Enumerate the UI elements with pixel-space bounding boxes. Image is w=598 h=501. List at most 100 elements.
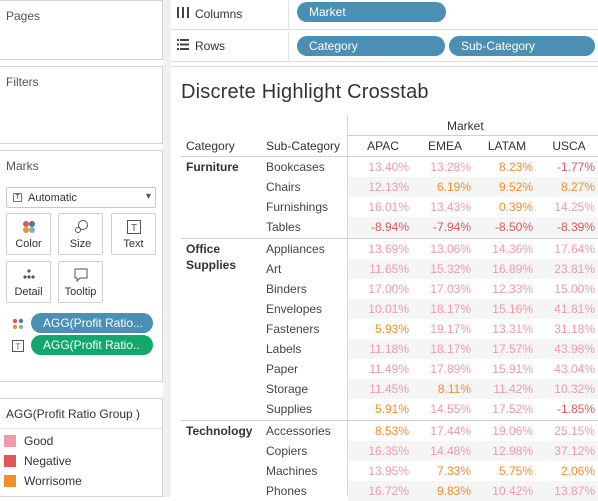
profit-ratio-cell[interactable]: 7.33% bbox=[436, 464, 471, 478]
profit-ratio-cell[interactable]: 11.18% bbox=[369, 342, 409, 356]
profit-ratio-cell[interactable]: -1.85% bbox=[556, 402, 595, 416]
profit-ratio-cell[interactable]: 17.64% bbox=[554, 242, 595, 256]
rows-shelf[interactable]: Rows Category Sub-Category bbox=[171, 32, 598, 62]
profit-ratio-cell[interactable]: 2.06% bbox=[560, 464, 595, 478]
profit-ratio-cell[interactable]: 16.72% bbox=[368, 484, 409, 498]
color-button[interactable]: Color bbox=[6, 213, 51, 255]
profit-ratio-cell[interactable]: 8.53% bbox=[374, 424, 409, 438]
sub-category-label[interactable]: Art bbox=[266, 262, 282, 276]
profit-ratio-cell[interactable]: 14.25% bbox=[554, 200, 595, 214]
profit-ratio-cell[interactable]: 8.27% bbox=[560, 180, 595, 194]
mark-type-dropdown[interactable]: T Automatic ▾ bbox=[6, 187, 156, 208]
profit-ratio-cell[interactable]: 11.42% bbox=[493, 382, 533, 396]
profit-ratio-cell[interactable]: 10.42% bbox=[492, 484, 533, 498]
profit-ratio-cell[interactable]: 15.32% bbox=[430, 262, 471, 276]
profit-ratio-cell[interactable]: 8.23% bbox=[498, 160, 533, 174]
profit-ratio-cell[interactable]: -8.39% bbox=[556, 220, 595, 234]
profit-ratio-cell[interactable]: 5.93% bbox=[374, 322, 409, 336]
sub-category-label[interactable]: Furnishings bbox=[266, 200, 329, 214]
market-header[interactable]: Market bbox=[447, 119, 484, 133]
profit-ratio-cell[interactable]: 16.35% bbox=[368, 444, 409, 458]
profit-ratio-cell[interactable]: 41.81% bbox=[554, 302, 595, 316]
sub-category-label[interactable]: Supplies bbox=[266, 402, 313, 416]
sub-category-label[interactable]: Phones bbox=[266, 484, 307, 498]
sub-category-label[interactable]: Binders bbox=[266, 282, 307, 296]
legend-item-worrisome[interactable]: Worrisome bbox=[0, 471, 162, 491]
profit-ratio-cell[interactable]: 13.69% bbox=[368, 242, 409, 256]
profit-ratio-cell[interactable]: 31.18% bbox=[554, 322, 595, 336]
sub-category-label[interactable]: Labels bbox=[266, 342, 302, 356]
profit-ratio-cell[interactable]: 37.12% bbox=[554, 444, 595, 458]
profit-ratio-cell[interactable]: 15.91% bbox=[492, 362, 533, 376]
sub-category-label[interactable]: Envelopes bbox=[266, 302, 323, 316]
profit-ratio-cell[interactable]: 13.87% bbox=[554, 484, 595, 498]
profit-ratio-cell[interactable]: 17.89% bbox=[430, 362, 471, 376]
profit-ratio-cell[interactable]: 14.36% bbox=[492, 242, 533, 256]
text-button[interactable]: T Text bbox=[111, 213, 156, 255]
text-field-pill[interactable]: AGG(Profit Ratio.. bbox=[31, 335, 153, 355]
profit-ratio-cell[interactable]: 13.31% bbox=[492, 322, 533, 336]
profit-ratio-cell[interactable]: 15.16% bbox=[492, 302, 533, 316]
sub-category-label[interactable]: Accessories bbox=[266, 424, 331, 438]
profit-ratio-cell[interactable]: -8.94% bbox=[370, 220, 409, 234]
filters-card[interactable]: Filters bbox=[0, 66, 163, 144]
profit-ratio-cell[interactable]: 13.28% bbox=[430, 160, 471, 174]
color-field-pill[interactable]: AGG(Profit Ratio... bbox=[31, 313, 153, 333]
profit-ratio-cell[interactable]: 17.57% bbox=[492, 342, 533, 356]
profit-ratio-cell[interactable]: 5.91% bbox=[374, 402, 409, 416]
profit-ratio-cell[interactable]: -1.77% bbox=[556, 160, 595, 174]
category-header[interactable]: Category bbox=[186, 139, 235, 153]
profit-ratio-cell[interactable]: 11.45% bbox=[369, 382, 409, 396]
profit-ratio-cell[interactable]: 0.39% bbox=[498, 200, 533, 214]
profit-ratio-cell[interactable]: 19.06% bbox=[492, 424, 533, 438]
market-header-latam[interactable]: LATAM bbox=[487, 139, 527, 153]
profit-ratio-cell[interactable]: 13.95% bbox=[368, 464, 409, 478]
market-header-emea[interactable]: EMEA bbox=[427, 139, 462, 153]
profit-ratio-cell[interactable]: 16.01% bbox=[368, 200, 409, 214]
category-label[interactable]: Technology bbox=[186, 424, 253, 438]
profit-ratio-cell[interactable]: 43.98% bbox=[554, 342, 595, 356]
profit-ratio-cell[interactable]: 12.33% bbox=[492, 282, 533, 296]
market-header-usca[interactable]: USCA bbox=[552, 139, 586, 153]
legend-item-negative[interactable]: Negative bbox=[0, 451, 162, 471]
profit-ratio-cell[interactable]: 17.44% bbox=[430, 424, 471, 438]
sub-category-label[interactable]: Machines bbox=[266, 464, 318, 478]
category-pill[interactable]: Category bbox=[297, 36, 445, 56]
profit-ratio-cell[interactable]: 16.89% bbox=[492, 262, 533, 276]
profit-ratio-cell[interactable]: 18.17% bbox=[430, 342, 471, 356]
profit-ratio-cell[interactable]: 8.11% bbox=[437, 382, 471, 396]
pages-card[interactable]: Pages bbox=[0, 0, 163, 60]
sub-category-label[interactable]: Chairs bbox=[266, 180, 301, 194]
profit-ratio-cell[interactable]: 12.13% bbox=[368, 180, 409, 194]
profit-ratio-cell[interactable]: -7.94% bbox=[432, 220, 471, 234]
profit-ratio-cell[interactable]: 14.48% bbox=[430, 444, 471, 458]
profit-ratio-cell[interactable]: 25.15% bbox=[554, 424, 595, 438]
sub-category-label[interactable]: Appliances bbox=[266, 242, 325, 256]
sub-category-pill[interactable]: Sub-Category bbox=[449, 36, 595, 56]
market-pill[interactable]: Market bbox=[297, 2, 446, 22]
profit-ratio-cell[interactable]: 13.06% bbox=[430, 242, 471, 256]
profit-ratio-cell[interactable]: 17.52% bbox=[492, 402, 533, 416]
profit-ratio-cell[interactable]: 19.17% bbox=[430, 322, 471, 336]
tooltip-button[interactable]: Tooltip bbox=[58, 261, 103, 303]
legend-item-good[interactable]: Good bbox=[0, 431, 162, 451]
category-label[interactable]: Office Supplies bbox=[186, 242, 237, 272]
profit-ratio-cell[interactable]: 9.83% bbox=[436, 484, 471, 498]
sub-category-header[interactable]: Sub-Category bbox=[266, 139, 341, 153]
profit-ratio-cell[interactable]: 18.17% bbox=[430, 302, 471, 316]
profit-ratio-cell[interactable]: 17.00% bbox=[368, 282, 409, 296]
detail-button[interactable]: Detail bbox=[6, 261, 51, 303]
sub-category-label[interactable]: Storage bbox=[266, 382, 309, 396]
profit-ratio-cell[interactable]: 10.32% bbox=[554, 382, 595, 396]
columns-shelf[interactable]: Columns Market bbox=[171, 0, 598, 30]
profit-ratio-cell[interactable]: -8.50% bbox=[494, 220, 533, 234]
profit-ratio-cell[interactable]: 11.49% bbox=[369, 362, 409, 376]
profit-ratio-cell[interactable]: 11.65% bbox=[369, 262, 409, 276]
profit-ratio-cell[interactable]: 13.43% bbox=[430, 200, 471, 214]
profit-ratio-cell[interactable]: 14.55% bbox=[430, 402, 471, 416]
profit-ratio-cell[interactable]: 17.03% bbox=[430, 282, 471, 296]
profit-ratio-cell[interactable]: 6.19% bbox=[436, 180, 471, 194]
sub-category-label[interactable]: Copiers bbox=[266, 444, 308, 458]
profit-ratio-cell[interactable]: 23.81% bbox=[554, 262, 595, 276]
category-label[interactable]: Furniture bbox=[186, 160, 239, 174]
